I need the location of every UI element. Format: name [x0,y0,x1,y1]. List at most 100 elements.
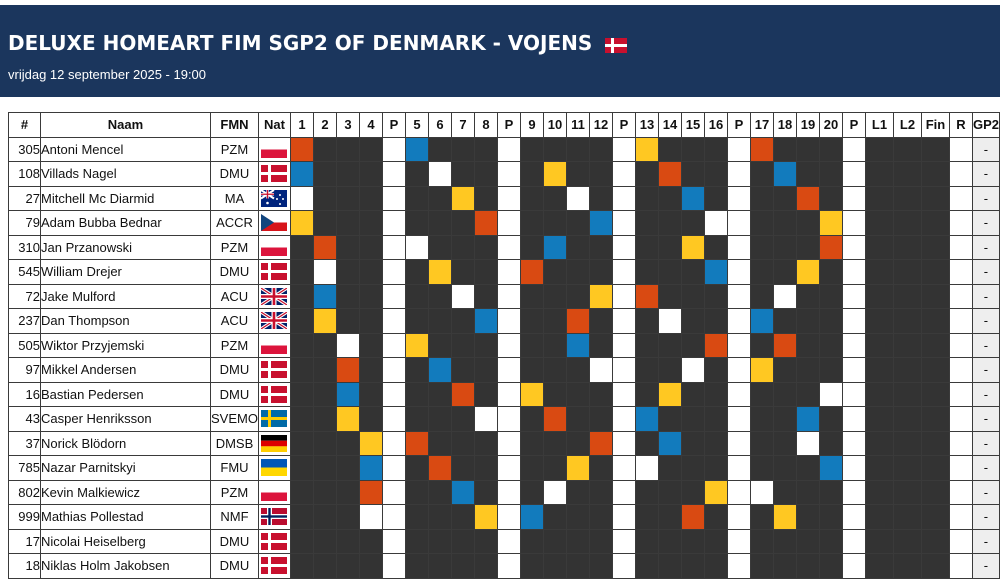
heat-cell-empty [404,308,429,334]
final-heat-cell [920,455,950,481]
heat-cell-empty [703,161,728,187]
final-heat-cell [864,430,894,456]
pause-cell [611,283,636,309]
pause-cell [381,553,406,579]
heat-cell-empty [795,357,820,383]
column-header-20: 20 [818,112,843,138]
rider-name: Bastian Pedersen [40,381,211,407]
heat-cell-blue [358,455,383,481]
table-row: 43 Casper Henriksson SVEMO - [8,406,1000,432]
heat-cell-empty [335,430,360,456]
reserve-cell [948,455,973,481]
heat-cell-blue [565,332,590,358]
heat-cell-empty [427,210,452,236]
rider-number: 785 [8,455,41,481]
heat-cell-red [680,504,705,530]
heat-cell-empty [795,528,820,554]
rider-name: Jake Mulford [40,283,211,309]
heat-cell-yellow [312,308,337,334]
heat-cell-red [450,381,475,407]
heat-cell-empty [703,308,728,334]
table-row: 545 William Drejer DMU - [8,259,1000,285]
heat-cell-empty [795,553,820,579]
heat-cell-empty [680,528,705,554]
heat-cell-empty [657,406,682,432]
heat-cell-empty [289,504,314,530]
heat-cell-empty [657,504,682,530]
denmark-flag-icon [261,557,288,575]
pause-cell [841,283,866,309]
pause-cell [496,185,521,211]
rider-federation: MA [210,185,259,211]
final-heat-cell [892,504,922,530]
heat-cell-blue [542,234,567,260]
heat-cell-empty [795,136,820,162]
heat-cell-empty [818,283,843,309]
heat-cell-empty [657,528,682,554]
column-header-r: R [948,112,973,138]
heat-cell-empty [312,430,337,456]
heat-cell-empty [818,479,843,505]
heat-cell-empty [680,161,705,187]
final-heat-cell [920,259,950,285]
pause-cell [496,357,521,383]
heat-cell-empty [565,234,590,260]
gp2-points: - [971,479,1000,505]
rider-name: Kevin Malkiewicz [40,479,211,505]
heat-cell-empty [565,479,590,505]
heat-cell-red [358,479,383,505]
heat-cell-empty [634,210,659,236]
pause-cell [381,528,406,554]
heat-cell-red [519,259,544,285]
heat-cell-empty [404,259,429,285]
rider-number: 505 [8,332,41,358]
heat-cell-empty [519,308,544,334]
gp2-points: - [971,553,1000,579]
heat-cell-empty [772,528,797,554]
heat-cell-white [335,332,360,358]
heat-cell-empty [818,185,843,211]
column-header-l1: L1 [864,112,894,138]
pause-cell [611,528,636,554]
heat-cell-blue [588,210,613,236]
heat-cell-empty [680,455,705,481]
heat-cell-empty [427,283,452,309]
heat-cell-blue [473,308,498,334]
heat-cell-empty [404,479,429,505]
column-header-p-8: P [381,112,406,138]
rider-nationality [257,479,291,505]
final-heat-cell [892,381,922,407]
pause-cell [726,283,751,309]
heat-cell-empty [657,210,682,236]
heat-cell-empty [634,528,659,554]
pause-cell [726,430,751,456]
reserve-cell [948,479,973,505]
reserve-cell [948,210,973,236]
rider-nationality [257,210,291,236]
heat-cell-empty [404,357,429,383]
rider-number: 79 [8,210,41,236]
heat-cell-empty [588,185,613,211]
heat-cell-blue [289,161,314,187]
final-heat-cell [892,283,922,309]
heat-cell-yellow [358,430,383,456]
gp2-points: - [971,528,1000,554]
pause-cell [841,504,866,530]
heat-cell-yellow [634,136,659,162]
pause-cell [841,332,866,358]
heat-cell-empty [657,259,682,285]
heat-cell-empty [427,136,452,162]
heat-cell-empty [519,161,544,187]
heat-cell-empty [703,234,728,260]
heat-cell-empty [565,357,590,383]
heat-cell-empty [634,357,659,383]
denmark-flag-icon [261,385,288,403]
heat-cell-blue [335,381,360,407]
pause-cell [496,381,521,407]
gp2-points: - [971,455,1000,481]
rider-name: Mikkel Andersen [40,357,211,383]
heat-cell-empty [795,234,820,260]
rider-nationality [257,259,291,285]
heat-cell-empty [404,455,429,481]
heat-cell-empty [588,406,613,432]
